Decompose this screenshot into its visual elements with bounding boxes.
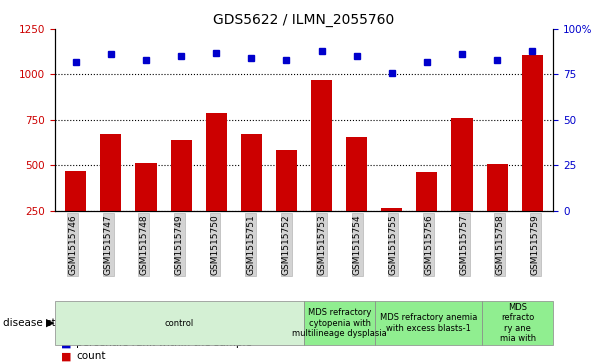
Bar	[346, 137, 367, 256]
Text: ■: ■	[61, 338, 71, 348]
Text: ▶: ▶	[46, 318, 54, 328]
Bar	[416, 172, 437, 256]
Text: GSM1515748: GSM1515748	[139, 214, 148, 275]
Bar	[171, 140, 192, 256]
Text: MDS refractory anemia
with excess blasts-1: MDS refractory anemia with excess blasts…	[380, 313, 477, 333]
Bar	[452, 118, 472, 256]
Bar	[522, 55, 543, 256]
Text: GSM1515755: GSM1515755	[389, 214, 398, 275]
Text: GSM1515750: GSM1515750	[210, 214, 219, 275]
Title: GDS5622 / ILMN_2055760: GDS5622 / ILMN_2055760	[213, 13, 395, 26]
Text: count: count	[76, 351, 106, 361]
Text: ■: ■	[61, 351, 71, 361]
Text: GSM1515747: GSM1515747	[103, 214, 112, 275]
Text: GSM1515751: GSM1515751	[246, 214, 255, 275]
Text: GSM1515753: GSM1515753	[317, 214, 326, 275]
Bar	[276, 150, 297, 256]
Text: GSM1515759: GSM1515759	[531, 214, 540, 275]
Bar	[486, 164, 508, 256]
Bar	[241, 134, 262, 256]
Text: GSM1515749: GSM1515749	[175, 214, 184, 275]
Bar	[381, 208, 402, 256]
Text: MDS refractory
cytopenia with
multilineage dysplasia: MDS refractory cytopenia with multilinea…	[292, 308, 387, 338]
Text: GSM1515758: GSM1515758	[496, 214, 505, 275]
Text: GSM1515757: GSM1515757	[460, 214, 469, 275]
Bar	[206, 113, 227, 256]
Text: GSM1515754: GSM1515754	[353, 214, 362, 275]
Bar	[136, 163, 156, 256]
Text: GSM1515756: GSM1515756	[424, 214, 433, 275]
Bar	[65, 171, 86, 256]
Bar	[100, 134, 122, 256]
Text: control: control	[165, 319, 194, 327]
Text: GSM1515752: GSM1515752	[282, 214, 291, 275]
Text: disease state: disease state	[3, 318, 72, 328]
Text: GSM1515746: GSM1515746	[68, 214, 77, 275]
Text: MDS
refracto
ry ane
mia with: MDS refracto ry ane mia with	[500, 303, 536, 343]
Text: percentile rank within the sample: percentile rank within the sample	[76, 338, 252, 348]
Bar	[311, 80, 332, 256]
